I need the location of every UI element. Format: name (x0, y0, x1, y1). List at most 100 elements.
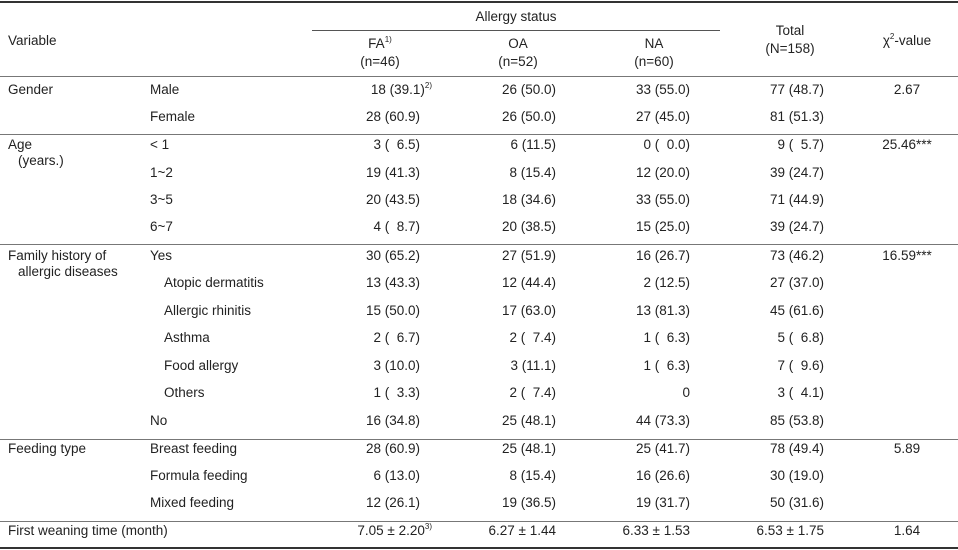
cell-total: 7 ( 9.6) (777, 357, 824, 375)
header-fa: FA1) (312, 35, 448, 53)
cell-oa-value: 6.27 ± 1.44 (488, 523, 556, 538)
cell-oa: 3 (11.1) (510, 357, 556, 375)
cell-total-value: 7 ( 9.6) (777, 358, 824, 373)
cell-total: 39 (24.7) (770, 218, 824, 236)
cell-oa-value: 26 (50.0) (501, 109, 556, 124)
cell-fa-value: 2 ( 6.7) (373, 330, 420, 345)
cell-oa: 6.27 ± 1.44 (489, 522, 556, 540)
row-subcategory: Atopic dermatitis (164, 275, 264, 290)
cell-na-value: 13 (81.3) (635, 303, 690, 318)
cell-oa-value: 19 (36.5) (501, 495, 556, 510)
cell-fa-value: 1 ( 3.3) (373, 385, 420, 400)
cell-total: 50 (31.6) (770, 494, 824, 512)
row-variable-line2: (years.) (18, 153, 64, 168)
cell-total-value: 39 (24.7) (769, 165, 824, 180)
cell-na: 44 (73.3) (636, 412, 690, 430)
row-category: No (150, 413, 168, 428)
cell-na-value: 19 (31.7) (635, 495, 690, 510)
cell-oa: 2 ( 7.4) (509, 329, 556, 347)
cell-fa: 4 ( 8.7) (373, 218, 420, 236)
cell-oa: 25 (48.1) (502, 412, 556, 430)
cell-fa: 3 ( 6.5) (373, 136, 420, 154)
header-na: NA (644, 36, 664, 51)
header-chi: χ2-value (858, 32, 956, 50)
row-variable: Gender (8, 82, 54, 97)
cell-oa: 20 (38.5) (502, 218, 556, 236)
cell-fa-value: 3 (10.0) (373, 358, 420, 373)
cell-na: 33 (55.0) (636, 81, 690, 99)
cell-oa-value: 3 (11.1) (510, 358, 556, 373)
cell-total-value: 77 (48.7) (769, 82, 824, 97)
cell-na: 25 (41.7) (636, 440, 690, 458)
row-subcategory: Asthma (164, 330, 210, 345)
cell-fa-value: 30 (65.2) (365, 248, 420, 263)
cell-na-value: 0 (682, 385, 690, 400)
cell-total: 5 ( 6.8) (777, 329, 824, 347)
header-oa: OA (508, 36, 528, 51)
cell-na: 16 (26.7) (636, 247, 690, 265)
row-category: Female (150, 109, 196, 124)
cell-oa-value: 20 (38.5) (501, 219, 556, 234)
cell-fa: 16 (34.8) (366, 412, 420, 430)
cell-oa-value: 26 (50.0) (501, 82, 556, 97)
cell-fa-value: 16 (34.8) (365, 413, 420, 428)
cell-oa: 26 (50.0) (502, 108, 556, 126)
cell-fa-value: 3 ( 6.5) (373, 137, 420, 152)
cell-total: 3 ( 4.1) (777, 384, 824, 402)
cell-oa-value: 25 (48.1) (501, 413, 556, 428)
cell-na: 2 (12.5) (643, 274, 690, 292)
cell-oa-value: 18 (34.6) (501, 192, 556, 207)
row-category: 6~7 (150, 219, 173, 234)
allergy-status-rule (312, 30, 720, 31)
cell-total-value: 71 (44.9) (769, 192, 824, 207)
cell-na-value: 33 (55.0) (635, 192, 690, 207)
chi-superscript: 2 (889, 32, 895, 41)
cell-total: 81 (51.3) (770, 108, 824, 126)
cell-na-value: 16 (26.6) (635, 468, 690, 483)
row-variable: Feeding type (8, 441, 87, 456)
cell-fa-value: 28 (60.9) (365, 109, 420, 124)
header-total: Total (775, 23, 805, 38)
cell-total-value: 3 ( 4.1) (777, 385, 824, 400)
cell-total-value: 30 (19.0) (769, 468, 824, 483)
cell-na-value: 33 (55.0) (635, 82, 690, 97)
cell-total: 78 (49.4) (770, 440, 824, 458)
cell-fa: 18 (39.1)2) (371, 81, 432, 99)
cell-chi: 1.64 (893, 523, 921, 538)
cell-oa-value: 12 (44.4) (501, 275, 556, 290)
cell-total: 9 ( 5.7) (777, 136, 824, 154)
cell-oa: 12 (44.4) (502, 274, 556, 292)
row-subcategory: Allergic rhinitis (164, 303, 252, 318)
cell-oa-value: 25 (48.1) (501, 441, 556, 456)
cell-na-value: 1 ( 6.3) (643, 330, 690, 345)
cell-oa: 19 (36.5) (502, 494, 556, 512)
footnote-marker: 3) (424, 522, 432, 531)
row-category: Mixed feeding (150, 495, 235, 510)
cell-total: 27 (37.0) (770, 274, 824, 292)
row-variable: First weaning time (month) (8, 523, 168, 538)
group-rule (0, 134, 958, 135)
cell-total-value: 73 (46.2) (769, 248, 824, 263)
cell-na-value: 12 (20.0) (635, 165, 690, 180)
header-fa-n: (n=46) (360, 54, 400, 69)
cell-na: 27 (45.0) (636, 108, 690, 126)
cell-total: 85 (53.8) (770, 412, 824, 430)
cell-oa-value: 8 (15.4) (509, 165, 556, 180)
cell-fa: 13 (43.3) (366, 274, 420, 292)
row-variable-line2: allergic diseases (18, 264, 118, 279)
cell-oa: 8 (15.4) (509, 467, 556, 485)
cell-oa: 2 ( 7.4) (509, 384, 556, 402)
header-oa-n: (n=52) (498, 54, 538, 69)
cell-fa: 7.05 ± 2.203) (357, 522, 432, 540)
chi-symbol: χ (882, 33, 890, 48)
cell-fa: 28 (60.9) (366, 108, 420, 126)
cell-fa: 12 (26.1) (366, 494, 420, 512)
cell-fa-value: 4 ( 8.7) (373, 219, 420, 234)
cell-na-value: 27 (45.0) (635, 109, 690, 124)
row-subcategory: Others (164, 385, 205, 400)
group-rule (0, 439, 958, 440)
cell-oa-value: 2 ( 7.4) (509, 385, 556, 400)
cell-total-value: 27 (37.0) (769, 275, 824, 290)
cell-total: 6.53 ± 1.75 (757, 522, 824, 540)
